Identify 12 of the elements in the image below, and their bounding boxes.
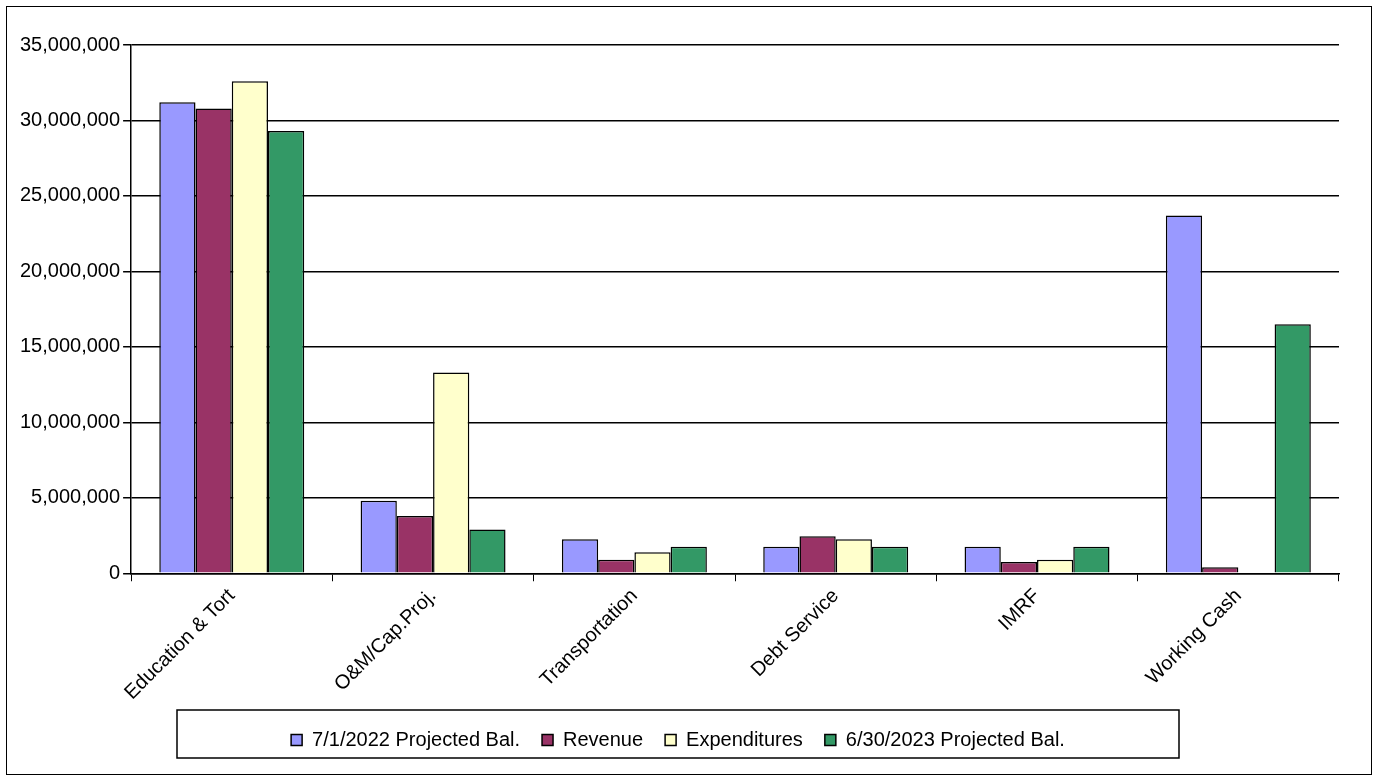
y-tick-label: 5,000,000 bbox=[31, 485, 121, 508]
y-tick-label: 10,000,000 bbox=[19, 409, 121, 432]
legend-label: Revenue bbox=[563, 727, 644, 750]
y-tick-label: 35,000,000 bbox=[19, 32, 121, 55]
legend-label: 7/1/2022 Projected Bal. bbox=[312, 727, 521, 750]
y-tick-label: 20,000,000 bbox=[19, 258, 121, 281]
y-tick-label: 0 bbox=[108, 560, 121, 583]
legend-label: 6/30/2023 Projected Bal. bbox=[845, 727, 1065, 750]
y-tick-label: 25,000,000 bbox=[19, 183, 121, 206]
y-tick-label: 30,000,000 bbox=[19, 107, 121, 130]
y-tick-label: 15,000,000 bbox=[19, 334, 121, 357]
legend-label: Expenditures bbox=[686, 727, 803, 750]
